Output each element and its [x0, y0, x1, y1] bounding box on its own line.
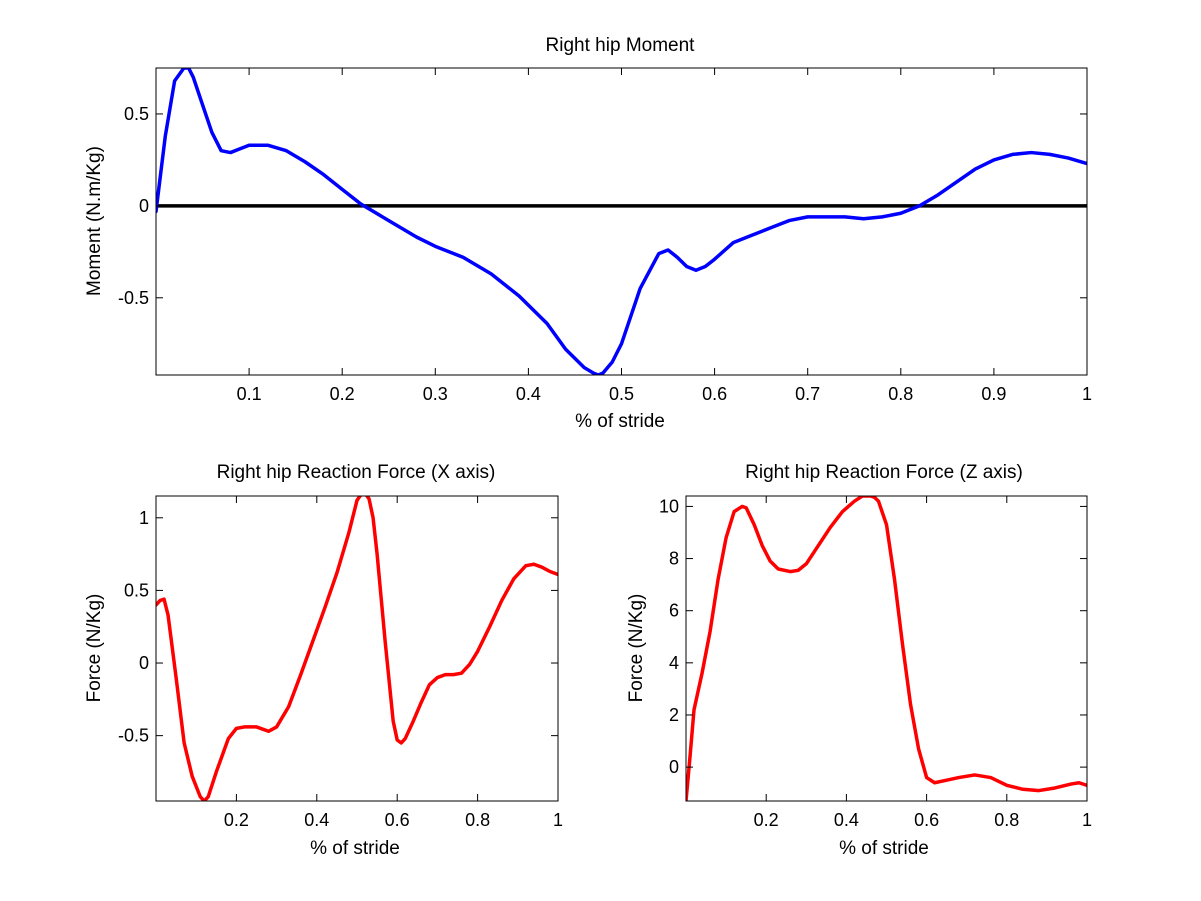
force-z-chart-plot-background	[686, 496, 1087, 801]
moment-chart-xtick-label: 0.9	[981, 384, 1006, 404]
moment-chart-xtick-label: 0.8	[888, 384, 913, 404]
force-z-chart-title: Right hip Reaction Force (Z axis)	[745, 462, 1023, 483]
moment-chart-xtick-label: 0.6	[702, 384, 727, 404]
moment-chart-xtick-label: 0.1	[237, 384, 262, 404]
force-z-chart: Right hip Reaction Force (Z axis) % of s…	[626, 462, 1092, 859]
force-z-chart-ylabel: Force (N/Kg)	[626, 594, 647, 703]
force-x-chart-xtick-label: 0.8	[465, 810, 490, 830]
moment-chart-xtick-label: 1	[1082, 384, 1092, 404]
force-z-chart-ytick-label: 0	[669, 757, 679, 777]
moment-chart-ytick-label: 0.5	[124, 104, 149, 124]
force-z-chart-ytick-label: 6	[669, 601, 679, 621]
force-z-chart-xtick-label: 0.2	[754, 810, 779, 830]
moment-chart-ytick-label: 0	[139, 196, 149, 216]
force-z-chart-xtick-label: 0.8	[994, 810, 1019, 830]
moment-chart-xtick-label: 0.7	[795, 384, 820, 404]
force-x-chart-xtick-label: 0.6	[385, 810, 410, 830]
force-x-chart-ytick-label: -0.5	[118, 726, 149, 746]
moment-chart-xtick-label: 0.3	[423, 384, 448, 404]
force-x-chart-title: Right hip Reaction Force (X axis)	[217, 462, 496, 483]
force-z-chart-xtick-label: 0.6	[914, 810, 939, 830]
force-x-chart-ylabel: Force (N/Kg)	[84, 594, 105, 703]
moment-chart: Right hip Moment % of stride Moment (N.m…	[84, 35, 1092, 432]
force-x-chart-plot-area: 0.2 0.4 0.6 0.8 1 -0.5 0 0.5 1	[118, 495, 563, 830]
force-z-chart-ytick-label: 10	[659, 496, 679, 516]
force-z-chart-axes-frame	[685, 495, 1088, 802]
force-x-chart-xlabel: % of stride	[310, 838, 400, 859]
moment-chart-xtick-label: 0.5	[609, 384, 634, 404]
force-x-chart-series-line	[156, 496, 558, 801]
moment-chart-xtick-label: 0.4	[516, 384, 541, 404]
force-x-chart-ytick-label: 0.5	[124, 580, 149, 600]
force-z-chart-xtick-label: 0.4	[834, 810, 859, 830]
moment-chart-title: Right hip Moment	[546, 35, 696, 56]
force-z-chart-ytick-label: 8	[669, 549, 679, 569]
moment-chart-xlabel: % of stride	[575, 411, 665, 432]
force-x-chart-xtick-label: 0.4	[304, 810, 329, 830]
force-x-chart-plot-background	[156, 496, 558, 801]
force-z-chart-xlabel: % of stride	[839, 838, 929, 859]
moment-chart-series-line	[156, 68, 1087, 375]
force-z-chart-xtick-label: 1	[1082, 810, 1092, 830]
force-x-chart: Right hip Reaction Force (X axis) % of s…	[84, 462, 563, 859]
force-z-chart-ytick-label: 2	[669, 705, 679, 725]
moment-chart-ytick-label: -0.5	[118, 288, 149, 308]
moment-chart-ylabel: Moment (N.m/Kg)	[84, 146, 105, 296]
force-x-chart-ytick-label: 0	[139, 653, 149, 673]
force-x-chart-axes-frame	[155, 495, 559, 802]
force-x-chart-ytick-label: 1	[139, 508, 149, 528]
moment-chart-plot-background	[156, 68, 1087, 375]
moment-chart-plot-area: 0.1 0.2 0.3 0.4 0.5 0.6 0.7 0.8 0.9 1 -0.5 0 0.5	[118, 67, 1092, 404]
force-z-chart-series-line	[686, 496, 1087, 801]
force-z-chart-ytick-label: 4	[669, 653, 679, 673]
moment-chart-xtick-label: 0.2	[330, 384, 355, 404]
force-x-chart-xtick-label: 0.2	[224, 810, 249, 830]
force-x-chart-xtick-label: 1	[553, 810, 563, 830]
